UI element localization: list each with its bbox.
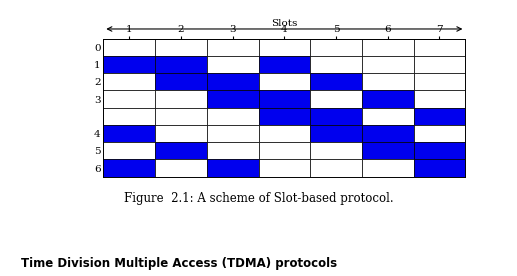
Bar [155,39,207,56]
Bar [362,90,414,108]
Bar [103,142,155,160]
Bar [103,125,155,142]
Bar [310,73,362,90]
Bar [207,108,258,125]
Bar [258,160,310,177]
Bar [414,39,465,56]
Bar [310,142,362,160]
Bar [155,90,207,108]
Text: Figure  2.1: A scheme of Slot-based protocol.: Figure 2.1: A scheme of Slot-based proto… [124,192,393,205]
Bar [258,56,310,73]
Bar [103,56,155,73]
Bar [362,108,414,125]
Bar [155,142,207,160]
Bar [414,108,465,125]
Bar [207,160,258,177]
Bar [103,39,155,56]
Bar [310,56,362,73]
Bar [414,90,465,108]
Bar [310,90,362,108]
Bar [258,90,310,108]
Bar [155,56,207,73]
Bar [310,108,362,125]
Bar [362,125,414,142]
Bar [414,125,465,142]
Bar [258,125,310,142]
Text: Slots: Slots [271,18,298,28]
Bar [207,90,258,108]
Bar [207,39,258,56]
Bar [155,73,207,90]
Bar [258,73,310,90]
Bar [207,142,258,160]
Bar [155,108,207,125]
Bar [103,90,155,108]
Bar [103,108,155,125]
Bar [155,125,207,142]
Bar [310,39,362,56]
Bar [414,56,465,73]
Bar [414,142,465,160]
Bar [362,142,414,160]
Bar [362,56,414,73]
Bar [362,73,414,90]
Bar [103,73,155,90]
Bar [362,39,414,56]
Bar [207,56,258,73]
Bar [310,125,362,142]
Bar [258,142,310,160]
Bar [103,160,155,177]
Bar [258,108,310,125]
Bar [414,73,465,90]
Bar [362,160,414,177]
Bar [207,125,258,142]
Bar [155,160,207,177]
Text: Time Division Multiple Access (TDMA) protocols: Time Division Multiple Access (TDMA) pro… [21,257,337,270]
Bar [414,160,465,177]
Bar [207,73,258,90]
Bar [258,39,310,56]
Bar [310,160,362,177]
